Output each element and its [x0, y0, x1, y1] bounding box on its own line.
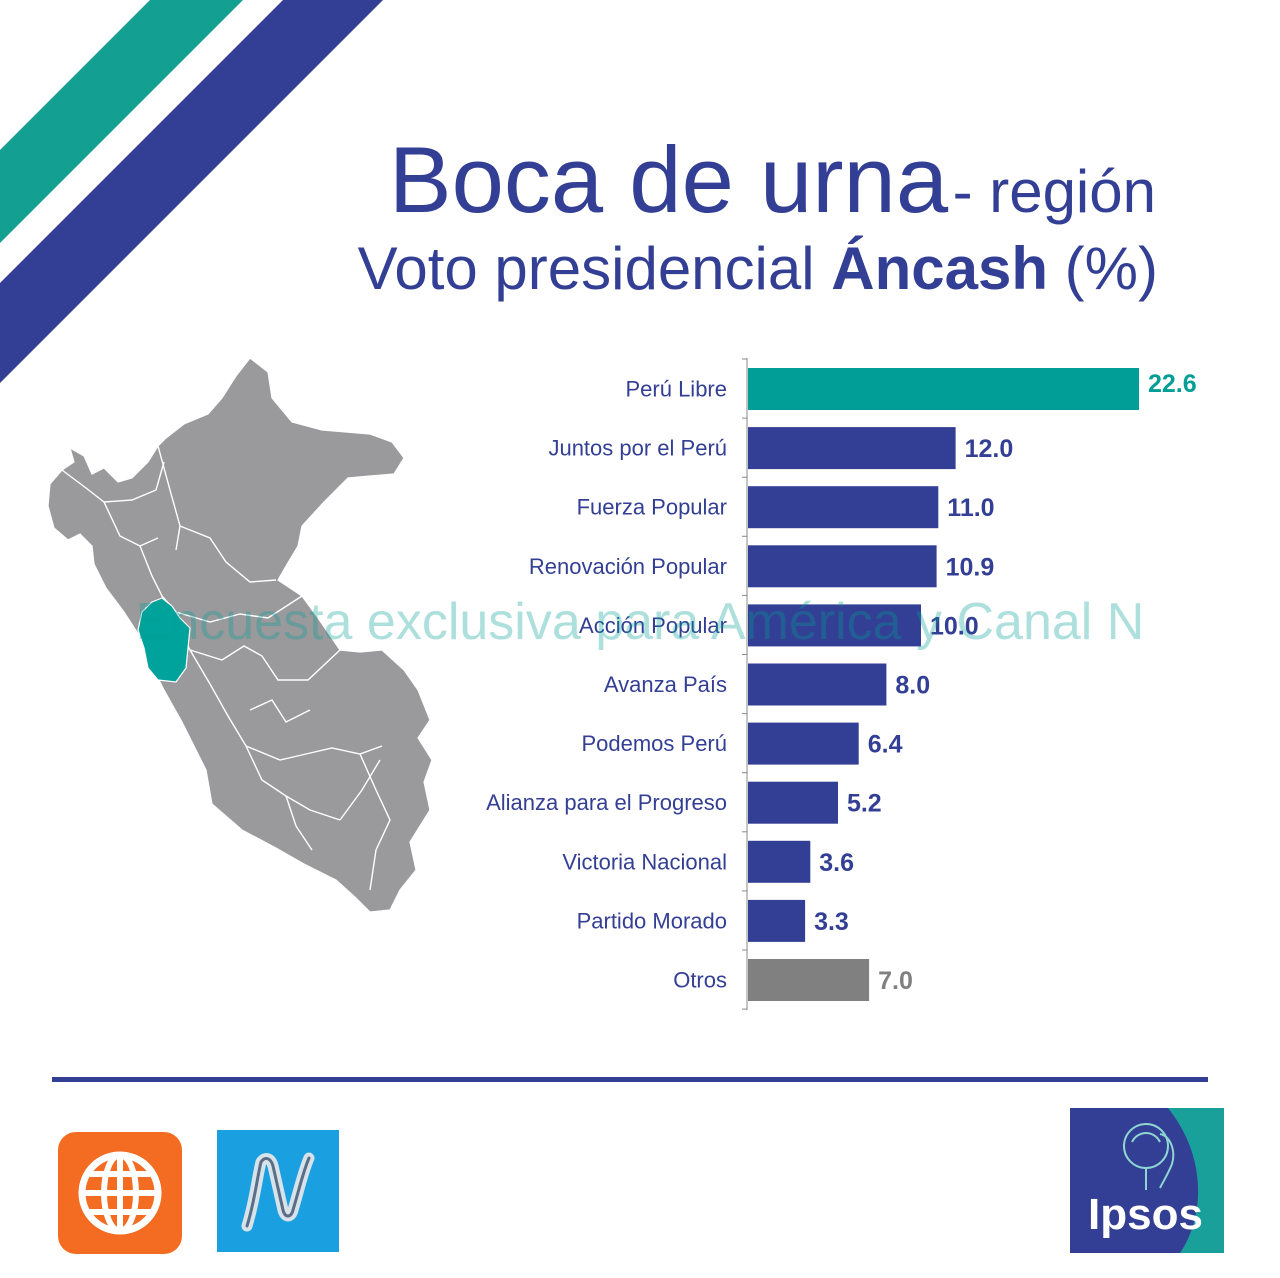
subtitle-region: Áncash — [831, 235, 1049, 302]
category-label: Otros — [673, 968, 727, 993]
category-label: Renovación Popular — [529, 554, 727, 579]
globe-icon — [78, 1151, 162, 1235]
subtitle-unit: (%) — [1048, 235, 1158, 302]
canal-n-logo — [217, 1130, 339, 1252]
chart-axis-layer — [742, 358, 748, 1011]
value-label: 11.0 — [947, 494, 994, 522]
bar-6 — [748, 722, 859, 765]
bar-9 — [748, 899, 806, 942]
title-main: Boca de urna — [388, 127, 949, 232]
category-label: Partido Morado — [577, 908, 727, 933]
value-label: 7.0 — [878, 967, 913, 995]
category-label: Avanza País — [604, 672, 727, 697]
bar-4 — [748, 604, 921, 647]
bar-chart: Perú Libre 22.6 Juntos por el Perú 12.0 Fuer… — [486, 358, 1197, 1011]
ipsos-wordmark: Ipsos — [1088, 1190, 1203, 1239]
bar-10 — [748, 959, 870, 1001]
category-label: Juntos por el Perú — [548, 436, 727, 461]
category-label: Alianza para el Progreso — [486, 790, 727, 815]
bar-3 — [748, 545, 937, 588]
ipsos-logo: Ipsos — [1068, 1108, 1224, 1253]
decorative-stripes — [0, 0, 383, 383]
value-label: 10.9 — [946, 553, 995, 581]
subtitle-prefix: Voto presidencial — [357, 235, 832, 302]
bar-2 — [748, 486, 939, 529]
n-letter-icon — [241, 1152, 315, 1232]
ancash-region-shape — [137, 597, 191, 683]
bar-5 — [748, 663, 887, 706]
bar-0 — [748, 368, 1139, 410]
category-label: Podemos Perú — [581, 731, 727, 756]
tree-head-icon — [1123, 1123, 1175, 1190]
page-subtitle: Voto presidencial Áncash (%) — [0, 234, 1158, 303]
title-suffix: - región — [952, 158, 1156, 225]
page-title: Boca de urna - región — [0, 126, 1156, 234]
category-label: Acción Popular — [579, 613, 727, 638]
value-label: 10.0 — [930, 612, 979, 640]
value-label: 22.6 — [1148, 370, 1197, 398]
bar-7 — [748, 781, 838, 824]
chart-labels-layer: Perú Libre 22.6 Juntos por el Perú 12.0 Fuer… — [486, 370, 1197, 995]
bar-8 — [748, 840, 811, 883]
bar-1 — [748, 427, 956, 470]
peru-map — [47, 357, 433, 913]
america-logo — [58, 1132, 182, 1254]
value-label: 3.3 — [814, 908, 849, 936]
value-label: 3.6 — [819, 849, 854, 877]
category-label: Victoria Nacional — [562, 849, 727, 874]
value-label: 5.2 — [847, 790, 882, 818]
category-label: Fuerza Popular — [577, 495, 727, 520]
chart-bars-layer — [748, 368, 1139, 1001]
value-label: 6.4 — [868, 731, 903, 759]
value-label: 8.0 — [895, 672, 930, 700]
peru-outline — [47, 357, 433, 913]
footer-divider — [52, 1077, 1208, 1082]
category-label: Perú Libre — [625, 377, 727, 402]
value-label: 12.0 — [965, 435, 1014, 463]
ipsos-background — [1070, 1108, 1224, 1253]
